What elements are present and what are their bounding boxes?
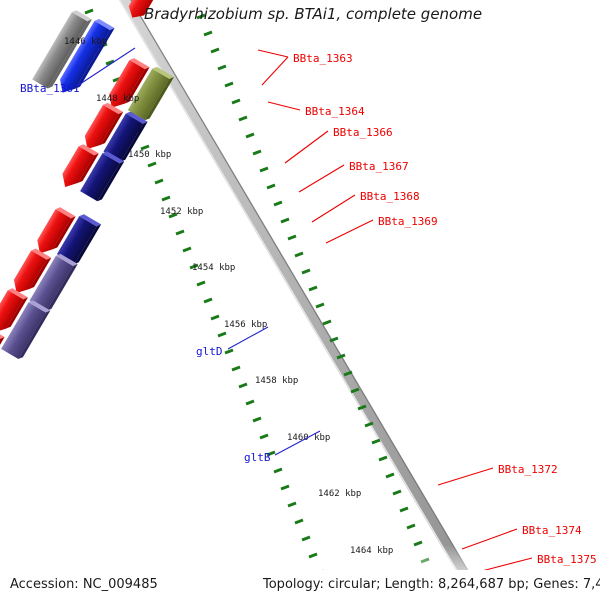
feature-BBta_1366[interactable] xyxy=(56,213,102,266)
genome-summary-label: Topology: circular; Length: 8,264,687 bp… xyxy=(262,577,600,592)
genome-backbone[interactable] xyxy=(113,0,492,600)
gene-labels[interactable]: BBta_1361 BBta_1363 BBta_1364 BBta_1366 … xyxy=(20,52,597,566)
gene-label-BBta_1364[interactable]: BBta_1364 xyxy=(305,105,365,118)
axis-tick-label: 1464 kbp xyxy=(350,546,393,556)
feature-BBta_1365-arrow[interactable] xyxy=(57,143,99,193)
leader-BBta_1364 xyxy=(267,101,301,111)
feature-BBta_1363[interactable] xyxy=(127,65,175,121)
axis-tick-label: 1460 kbp xyxy=(287,433,330,443)
feature-BBta_1366-arrow[interactable] xyxy=(32,206,76,260)
gene-label-BBta_1372[interactable]: BBta_1372 xyxy=(498,463,558,476)
axis-tick-label: 1462 kbp xyxy=(318,489,361,499)
axis-tick-label: 1456 kbp xyxy=(224,320,267,330)
leader-BBta_1366 xyxy=(284,130,329,164)
axis-tick-labels: 1446 kbp 1448 kbp 1450 kbp 1452 kbp 1454… xyxy=(64,37,393,556)
gene-label-gltB[interactable]: gltB xyxy=(244,451,271,464)
gene-label-BBta_1369[interactable]: BBta_1369 xyxy=(378,215,438,228)
leader-gltD xyxy=(227,326,269,350)
status-bar: Accession: NC_009485 Topology: circular;… xyxy=(0,570,600,600)
page-title: Bradyrhizobium sp. BTAi1, complete genom… xyxy=(144,5,482,23)
axis-tick-label: 1446 kbp xyxy=(64,37,107,47)
axis-tick-label: 1450 kbp xyxy=(128,150,171,160)
gene-label-BBta_1367[interactable]: BBta_1367 xyxy=(349,160,409,173)
gene-label-BBta_1375[interactable]: BBta_1375 xyxy=(537,553,597,566)
feature-BBta_1368[interactable] xyxy=(1,299,51,361)
feature-BBta_1365[interactable] xyxy=(80,150,125,203)
leader-BBta_1374 xyxy=(461,528,518,550)
axis-tick-label: 1458 kbp xyxy=(255,376,298,386)
gene-label-BBta_1374[interactable]: BBta_1374 xyxy=(522,524,582,537)
feature-BBta_1360[interactable] xyxy=(125,0,163,22)
leader-BBta_1369 xyxy=(325,219,374,244)
axis-tick-label: 1448 kbp xyxy=(96,94,139,104)
axis-tick-label: 1454 kbp xyxy=(192,263,235,273)
feature-BBta_1367-arrow[interactable] xyxy=(9,247,52,299)
leader-BBta_1372 xyxy=(437,467,494,486)
leader-gltB xyxy=(274,430,321,456)
gene-features[interactable] xyxy=(0,0,246,600)
gene-label-BBta_1361[interactable]: BBta_1361 xyxy=(20,82,80,95)
accession-label: Accession: NC_009485 xyxy=(10,577,158,592)
leader-BBta_1361 xyxy=(76,47,136,87)
gc-tick-track xyxy=(84,8,430,576)
gene-label-BBta_1366[interactable]: BBta_1366 xyxy=(333,126,393,139)
feature-BBta_1369-arrow[interactable] xyxy=(0,326,5,378)
axis-tick-label: 1452 kbp xyxy=(160,207,203,217)
feature-BBta_1362[interactable] xyxy=(55,17,115,98)
feature-BBta_1364[interactable] xyxy=(103,110,148,163)
label-leader-lines xyxy=(76,47,533,573)
leader-BBta_1363b xyxy=(261,56,289,86)
gene-label-BBta_1368[interactable]: BBta_1368 xyxy=(360,190,420,203)
leader-BBta_1375 xyxy=(477,557,533,573)
feature-BBta_1364-arrow[interactable] xyxy=(80,101,124,155)
leader-BBta_1368 xyxy=(311,194,356,223)
gene-label-BBta_1363[interactable]: BBta_1363 xyxy=(293,52,353,65)
leader-BBta_1363 xyxy=(257,49,289,58)
feature-BBta_1368-arrow[interactable] xyxy=(0,287,28,339)
feature-BBta_1361[interactable] xyxy=(32,9,92,90)
feature-BBta_1367[interactable] xyxy=(29,252,78,312)
gene-label-gltD[interactable]: gltD xyxy=(196,345,223,358)
leader-BBta_1367 xyxy=(298,164,345,193)
feature-BBta_1363-arrow[interactable] xyxy=(104,57,150,114)
